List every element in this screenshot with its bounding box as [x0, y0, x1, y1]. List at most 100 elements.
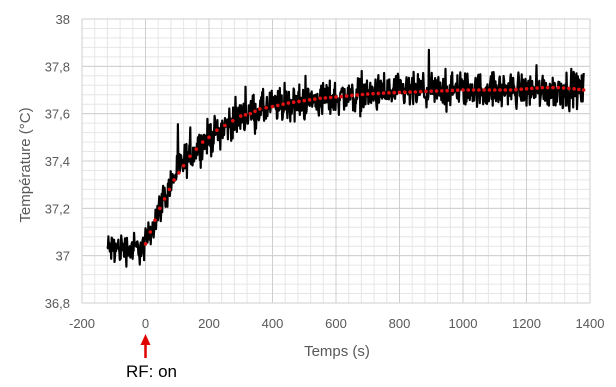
- fit-point: [445, 88, 449, 93]
- fit-point: [466, 88, 471, 92]
- fit-point: [334, 95, 338, 99]
- fit-point: [328, 95, 333, 100]
- fit-point: [440, 89, 444, 93]
- fit-point: [392, 90, 397, 95]
- fit-point: [503, 88, 508, 92]
- x-tick-label: 1200: [512, 316, 541, 331]
- fit-point: [371, 91, 375, 96]
- fit-point: [157, 206, 162, 211]
- x-tick-label: 200: [198, 316, 220, 331]
- y-tick-label: 37,4: [45, 154, 70, 169]
- fit-point: [355, 93, 359, 97]
- fit-point: [519, 87, 524, 92]
- fit-point: [307, 98, 312, 102]
- fit-point: [153, 218, 157, 222]
- measured-line: [106, 48, 585, 268]
- y-axis-title: Température (°C): [17, 107, 34, 222]
- fit-point: [323, 96, 328, 100]
- x-tick-label: 800: [389, 316, 411, 331]
- rf-on-label: RF: on: [126, 362, 178, 381]
- fit-point: [424, 89, 428, 94]
- x-tick-label: 0: [142, 316, 149, 331]
- fit-point: [253, 109, 257, 114]
- fit-point: [350, 93, 354, 98]
- fit-point: [148, 230, 153, 234]
- fit-point: [200, 140, 205, 144]
- x-axis-title: Temps (s): [304, 343, 370, 360]
- fit-point: [413, 90, 418, 94]
- fit-point: [281, 102, 285, 106]
- fit-point: [297, 99, 301, 104]
- y-tick-label: 36,8: [45, 296, 70, 311]
- fit-point: [275, 103, 280, 108]
- fit-point: [551, 85, 555, 90]
- fit-point: [508, 88, 513, 92]
- fit-point: [177, 171, 181, 175]
- x-tick-label: 1000: [449, 316, 478, 331]
- fit-point: [381, 91, 386, 95]
- grid: [81, 18, 591, 304]
- fit-point: [545, 85, 550, 90]
- y-tick-label: 37,8: [45, 59, 70, 74]
- fit-point: [434, 89, 439, 93]
- fit-point: [529, 86, 534, 91]
- rf-on-arrow-icon: [140, 334, 151, 358]
- y-tick-label: 37: [56, 249, 70, 264]
- arrow-head: [140, 334, 151, 345]
- fit-point: [387, 91, 391, 95]
- fit-point: [429, 89, 434, 93]
- fit-point: [482, 88, 486, 92]
- fit-point: [408, 90, 412, 94]
- x-tick-label: 400: [262, 316, 284, 331]
- fit-point: [450, 88, 455, 93]
- fit-series: [143, 85, 586, 246]
- fit-point: [172, 178, 176, 182]
- fit-point: [402, 90, 407, 95]
- fit-point: [270, 104, 275, 109]
- fit-point: [376, 91, 381, 96]
- fit-point: [498, 88, 502, 92]
- fit-point: [344, 94, 349, 98]
- fit-point: [581, 88, 586, 92]
- y-tick-label: 37,2: [45, 201, 70, 216]
- fit-point: [567, 86, 571, 91]
- fit-point: [492, 88, 497, 92]
- fit-point: [461, 88, 465, 92]
- fit-point: [561, 86, 566, 90]
- fit-point: [313, 97, 317, 101]
- fit-point: [535, 86, 539, 90]
- fit-point: [318, 96, 322, 101]
- fit-point: [167, 187, 172, 192]
- fit-point: [215, 128, 219, 133]
- fit-point: [514, 87, 518, 92]
- x-axis: -200 0 200 400 600 800 1000 1200 1400: [69, 316, 604, 331]
- fit-point: [286, 101, 291, 105]
- fit-point: [397, 90, 402, 95]
- fit-point: [238, 114, 243, 118]
- fit-point: [207, 135, 211, 140]
- x-tick-label: 600: [325, 316, 347, 331]
- fit-point: [556, 85, 561, 90]
- y-axis: 36,8 37 37,2 37,4 37,6 37,8 38: [45, 12, 70, 311]
- fit-point: [418, 89, 423, 94]
- fit-point: [302, 98, 307, 103]
- fit-point: [360, 92, 365, 97]
- x-tick-label: -200: [69, 316, 95, 331]
- fit-point: [339, 94, 344, 99]
- x-tick-label: 1400: [576, 316, 605, 331]
- fit-point: [264, 105, 268, 110]
- fit-point: [471, 88, 476, 92]
- y-tick-label: 38: [56, 12, 70, 27]
- fit-point: [181, 163, 186, 168]
- fit-point: [194, 147, 199, 151]
- measured-series: [106, 48, 585, 268]
- fit-point: [231, 118, 235, 123]
- fit-point: [477, 88, 481, 92]
- fit-point: [524, 87, 529, 91]
- fit-point: [577, 87, 581, 92]
- fit-point: [455, 88, 460, 93]
- fit-point: [248, 111, 253, 116]
- fit-point: [188, 154, 192, 159]
- fit-point: [572, 87, 576, 91]
